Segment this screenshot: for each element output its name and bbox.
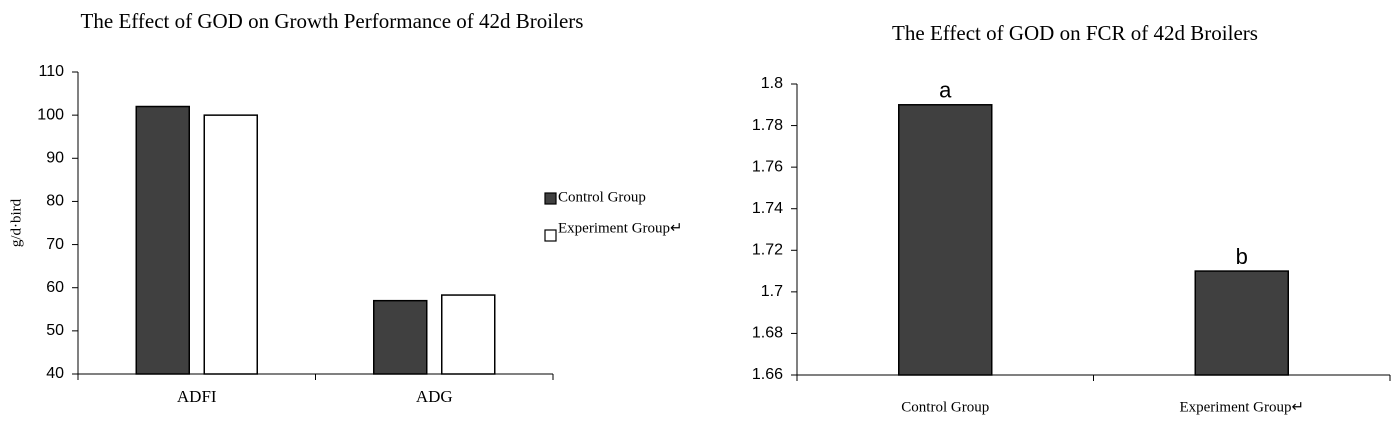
y-tick-label: 80: [46, 193, 64, 210]
x-tick-label: ADFI: [177, 387, 217, 406]
bar: [1194, 270, 1289, 376]
bar: [898, 104, 993, 376]
y-tick-label: 90: [46, 150, 64, 167]
y-tick-label: 1.8: [761, 75, 783, 92]
x-tick-label: Control Group: [901, 399, 989, 415]
bar-annotation: a: [939, 78, 952, 103]
y-tick-label: 1.66: [752, 366, 783, 383]
y-tick-label: 70: [46, 236, 64, 253]
y-tick-label: 60: [46, 279, 64, 296]
x-tick-label: ADG: [416, 387, 453, 406]
legend-swatch: [544, 192, 557, 205]
y-tick-label: 110: [38, 63, 64, 80]
y-tick-label: 1.68: [752, 325, 783, 342]
y-tick-label: 50: [46, 322, 64, 339]
bar: [203, 114, 258, 375]
legend-swatch: [544, 229, 557, 242]
y-tick-label: 100: [37, 106, 64, 123]
legend-label: Experiment Group↵: [558, 220, 683, 236]
y-tick-label: 1.76: [752, 158, 783, 175]
y-tick-label: 1.74: [752, 200, 783, 217]
bar: [373, 299, 428, 375]
y-axis-label: g/d·bird: [8, 198, 24, 247]
y-tick-label: 40: [46, 365, 64, 382]
y-tick-label: 1.78: [752, 117, 783, 134]
legend-label: Control Group: [558, 189, 646, 205]
y-tick-label: 1.7: [761, 283, 783, 300]
bar-annotation: b: [1236, 244, 1248, 269]
chart-title: The Effect of GOD on FCR of 42d Broilers: [892, 21, 1258, 45]
y-tick-label: 1.72: [752, 242, 783, 259]
bar: [441, 294, 496, 375]
bar: [135, 105, 190, 375]
x-tick-label: Experiment Group↵: [1179, 399, 1304, 415]
chart-title: The Effect of GOD on Growth Performance …: [81, 9, 584, 33]
